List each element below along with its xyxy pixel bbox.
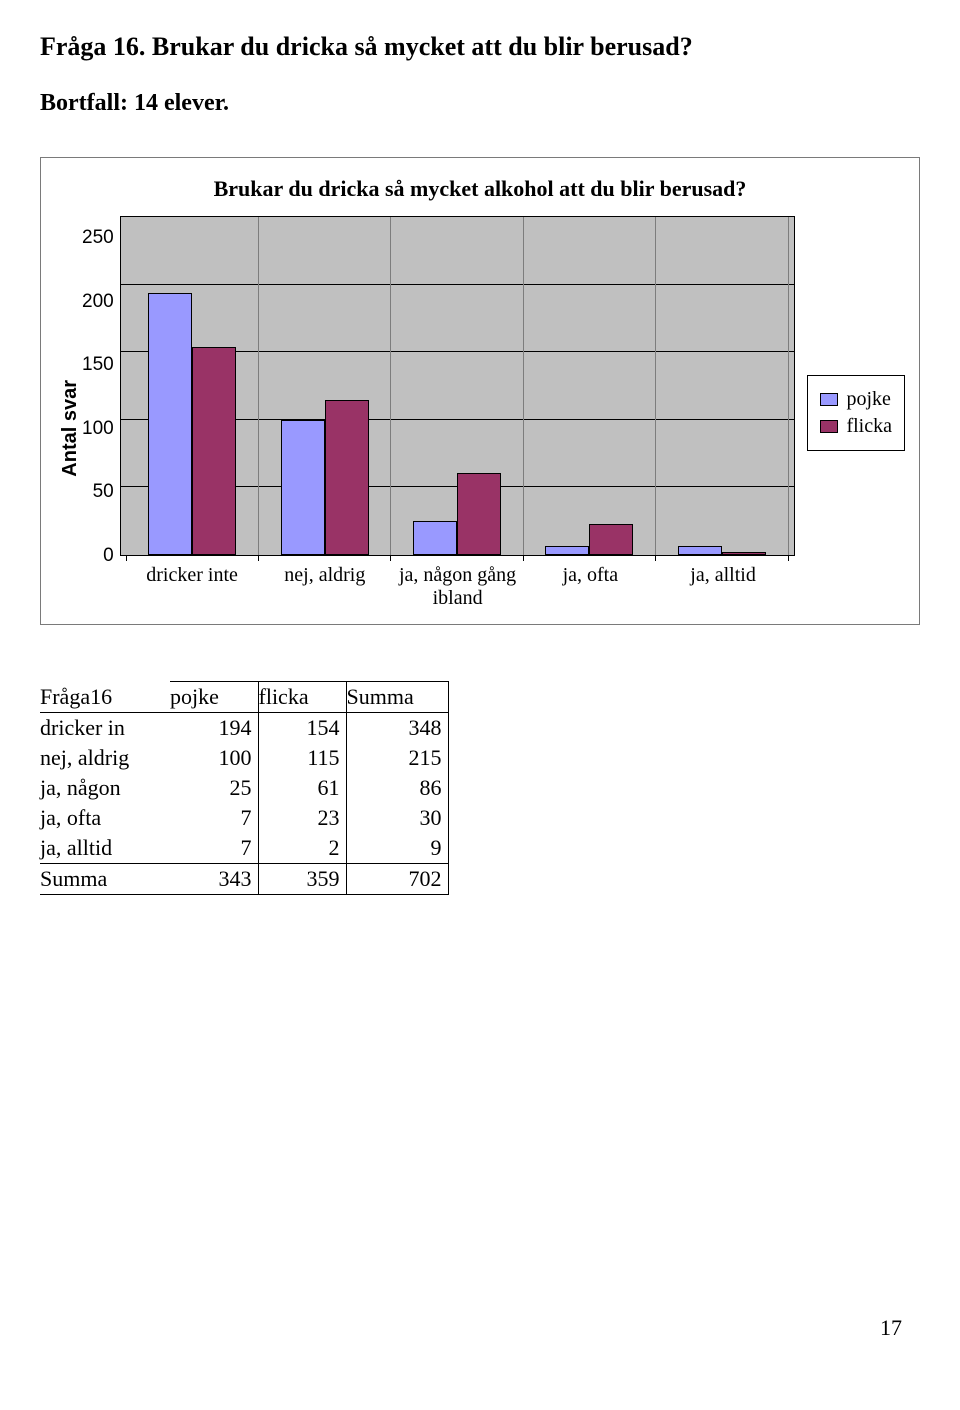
bar <box>413 521 457 555</box>
table-row: ja, någon256186 <box>40 773 448 803</box>
x-tick-label: ja, ofta <box>524 564 657 610</box>
table-row: ja, alltid729 <box>40 833 448 864</box>
table-footer-cell: 343 <box>170 864 258 895</box>
chart-legend: pojke flicka <box>807 375 905 451</box>
table-col-header: Summa <box>346 682 448 713</box>
table-cell: 215 <box>346 743 448 773</box>
table-row-label: ja, ofta <box>40 803 170 833</box>
y-tick-label: 50 <box>82 481 114 503</box>
table-cell: 100 <box>170 743 258 773</box>
table-row: ja, ofta72330 <box>40 803 448 833</box>
legend-swatch <box>820 420 838 433</box>
bar <box>722 552 766 555</box>
y-tick-label: 200 <box>82 291 114 313</box>
bar <box>192 347 236 555</box>
question-heading: Fråga 16. Brukar du dricka så mycket att… <box>40 32 920 62</box>
bar <box>457 473 501 555</box>
y-tick-label: 0 <box>82 545 114 567</box>
chart-title: Brukar du dricka så mycket alkohol att d… <box>55 176 905 202</box>
table-cell: 86 <box>346 773 448 803</box>
bar <box>678 546 722 555</box>
x-axis-labels: dricker intenej, aldrigja, någon gång ib… <box>120 556 796 610</box>
table-cell: 7 <box>170 833 258 864</box>
bar-group <box>524 217 656 555</box>
bar <box>545 546 589 555</box>
table-col-header: pojke <box>170 682 258 713</box>
bar <box>148 293 192 555</box>
table-row-label: ja, någon <box>40 773 170 803</box>
table-row-label: dricker in <box>40 713 170 744</box>
table-cell: 25 <box>170 773 258 803</box>
table-row: dricker in194154348 <box>40 713 448 744</box>
table-corner: Fråga16 <box>40 682 170 713</box>
y-tick-label: 250 <box>82 227 114 249</box>
table-row-label: nej, aldrig <box>40 743 170 773</box>
bar-group <box>656 217 788 555</box>
table-cell: 23 <box>258 803 346 833</box>
bar-group <box>259 217 391 555</box>
table-footer-cell: 702 <box>346 864 448 895</box>
x-tick-label: nej, aldrig <box>258 564 391 610</box>
y-tick-label: 150 <box>82 354 114 376</box>
y-tick-label: 100 <box>82 418 114 440</box>
bar-group <box>127 217 259 555</box>
y-axis-ticks: 250200150100500 <box>82 216 120 556</box>
table-cell: 154 <box>258 713 346 744</box>
table-cell: 2 <box>258 833 346 864</box>
data-table: Fråga16pojkeflickaSummadricker in1941543… <box>40 681 449 895</box>
chart-plot-area <box>120 216 796 556</box>
bar <box>325 400 369 555</box>
legend-item: flicka <box>820 415 892 438</box>
table-cell: 9 <box>346 833 448 864</box>
legend-label: flicka <box>846 415 892 438</box>
table-cell: 61 <box>258 773 346 803</box>
table-row-label: ja, alltid <box>40 833 170 864</box>
table-cell: 30 <box>346 803 448 833</box>
x-tick-label: dricker inte <box>126 564 259 610</box>
dropout-note: Bortfall: 14 elever. <box>40 90 920 117</box>
x-tick-label: ja, alltid <box>657 564 790 610</box>
bar-group <box>391 217 523 555</box>
table-footer-label: Summa <box>40 864 170 895</box>
page-number: 17 <box>40 1315 920 1341</box>
table-footer-cell: 359 <box>258 864 346 895</box>
table-footer-row: Summa343359702 <box>40 864 448 895</box>
legend-item: pojke <box>820 388 892 411</box>
y-axis-label: Antal svar <box>55 350 82 477</box>
table-cell: 115 <box>258 743 346 773</box>
table-row: nej, aldrig100115215 <box>40 743 448 773</box>
bar <box>281 420 325 555</box>
legend-label: pojke <box>846 388 890 411</box>
table-cell: 194 <box>170 713 258 744</box>
chart-container: Brukar du dricka så mycket alkohol att d… <box>40 157 920 625</box>
bar <box>589 524 633 555</box>
table-cell: 348 <box>346 713 448 744</box>
table-col-header: flicka <box>258 682 346 713</box>
legend-swatch <box>820 393 838 406</box>
table-cell: 7 <box>170 803 258 833</box>
x-tick-label: ja, någon gång ibland <box>391 564 524 610</box>
